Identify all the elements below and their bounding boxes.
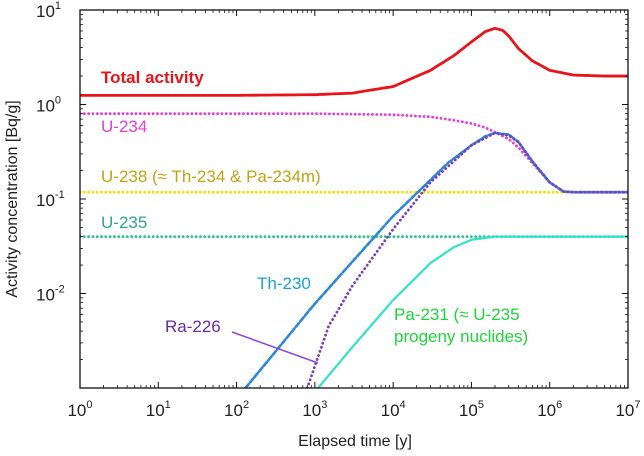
ra226-label: Ra-226 [165, 317, 221, 336]
y-axis-title: Activity concentration [Bq/g] [4, 100, 21, 297]
y-tick-label: 100 [36, 95, 61, 116]
series-layer [80, 26, 628, 388]
x-tick-label: 105 [459, 399, 484, 420]
y-tick-label: 101 [36, 0, 61, 21]
total-activity-label: Total activity [101, 68, 204, 87]
pa231-label-line2: progeny nuclides) [394, 327, 528, 346]
y-tick-label: 10-2 [36, 284, 65, 305]
pa231-label-line1: Pa-231 (≈ U-235 [394, 305, 520, 324]
x-tick-label: 102 [224, 399, 249, 420]
u234-label: U-234 [101, 117, 147, 136]
u238-label: U-238 (≈ Th-234 & Pa-234m) [101, 167, 321, 186]
u235-label: U-235 [101, 213, 147, 232]
ticks-layer: 100 101 102 103 104 105 106 107 101 100 10-1 10-2 [36, 0, 641, 420]
ra226-leader-line [231, 331, 319, 364]
th230-label: Th-230 [257, 274, 311, 293]
x-tick-label: 107 [615, 399, 640, 420]
series-line-pa231 [317, 235, 628, 388]
x-tick-label: 104 [381, 399, 406, 420]
x-axis-title: Elapsed time [y] [298, 433, 412, 450]
x-tick-label: 101 [146, 399, 171, 420]
series-line-total [80, 26, 628, 97]
x-tick-label: 103 [302, 399, 327, 420]
y-tick-label: 10-1 [36, 189, 65, 210]
x-tick-label: 106 [537, 399, 562, 420]
x-tick-label: 100 [67, 399, 92, 420]
series-line-ra226 [305, 131, 628, 388]
